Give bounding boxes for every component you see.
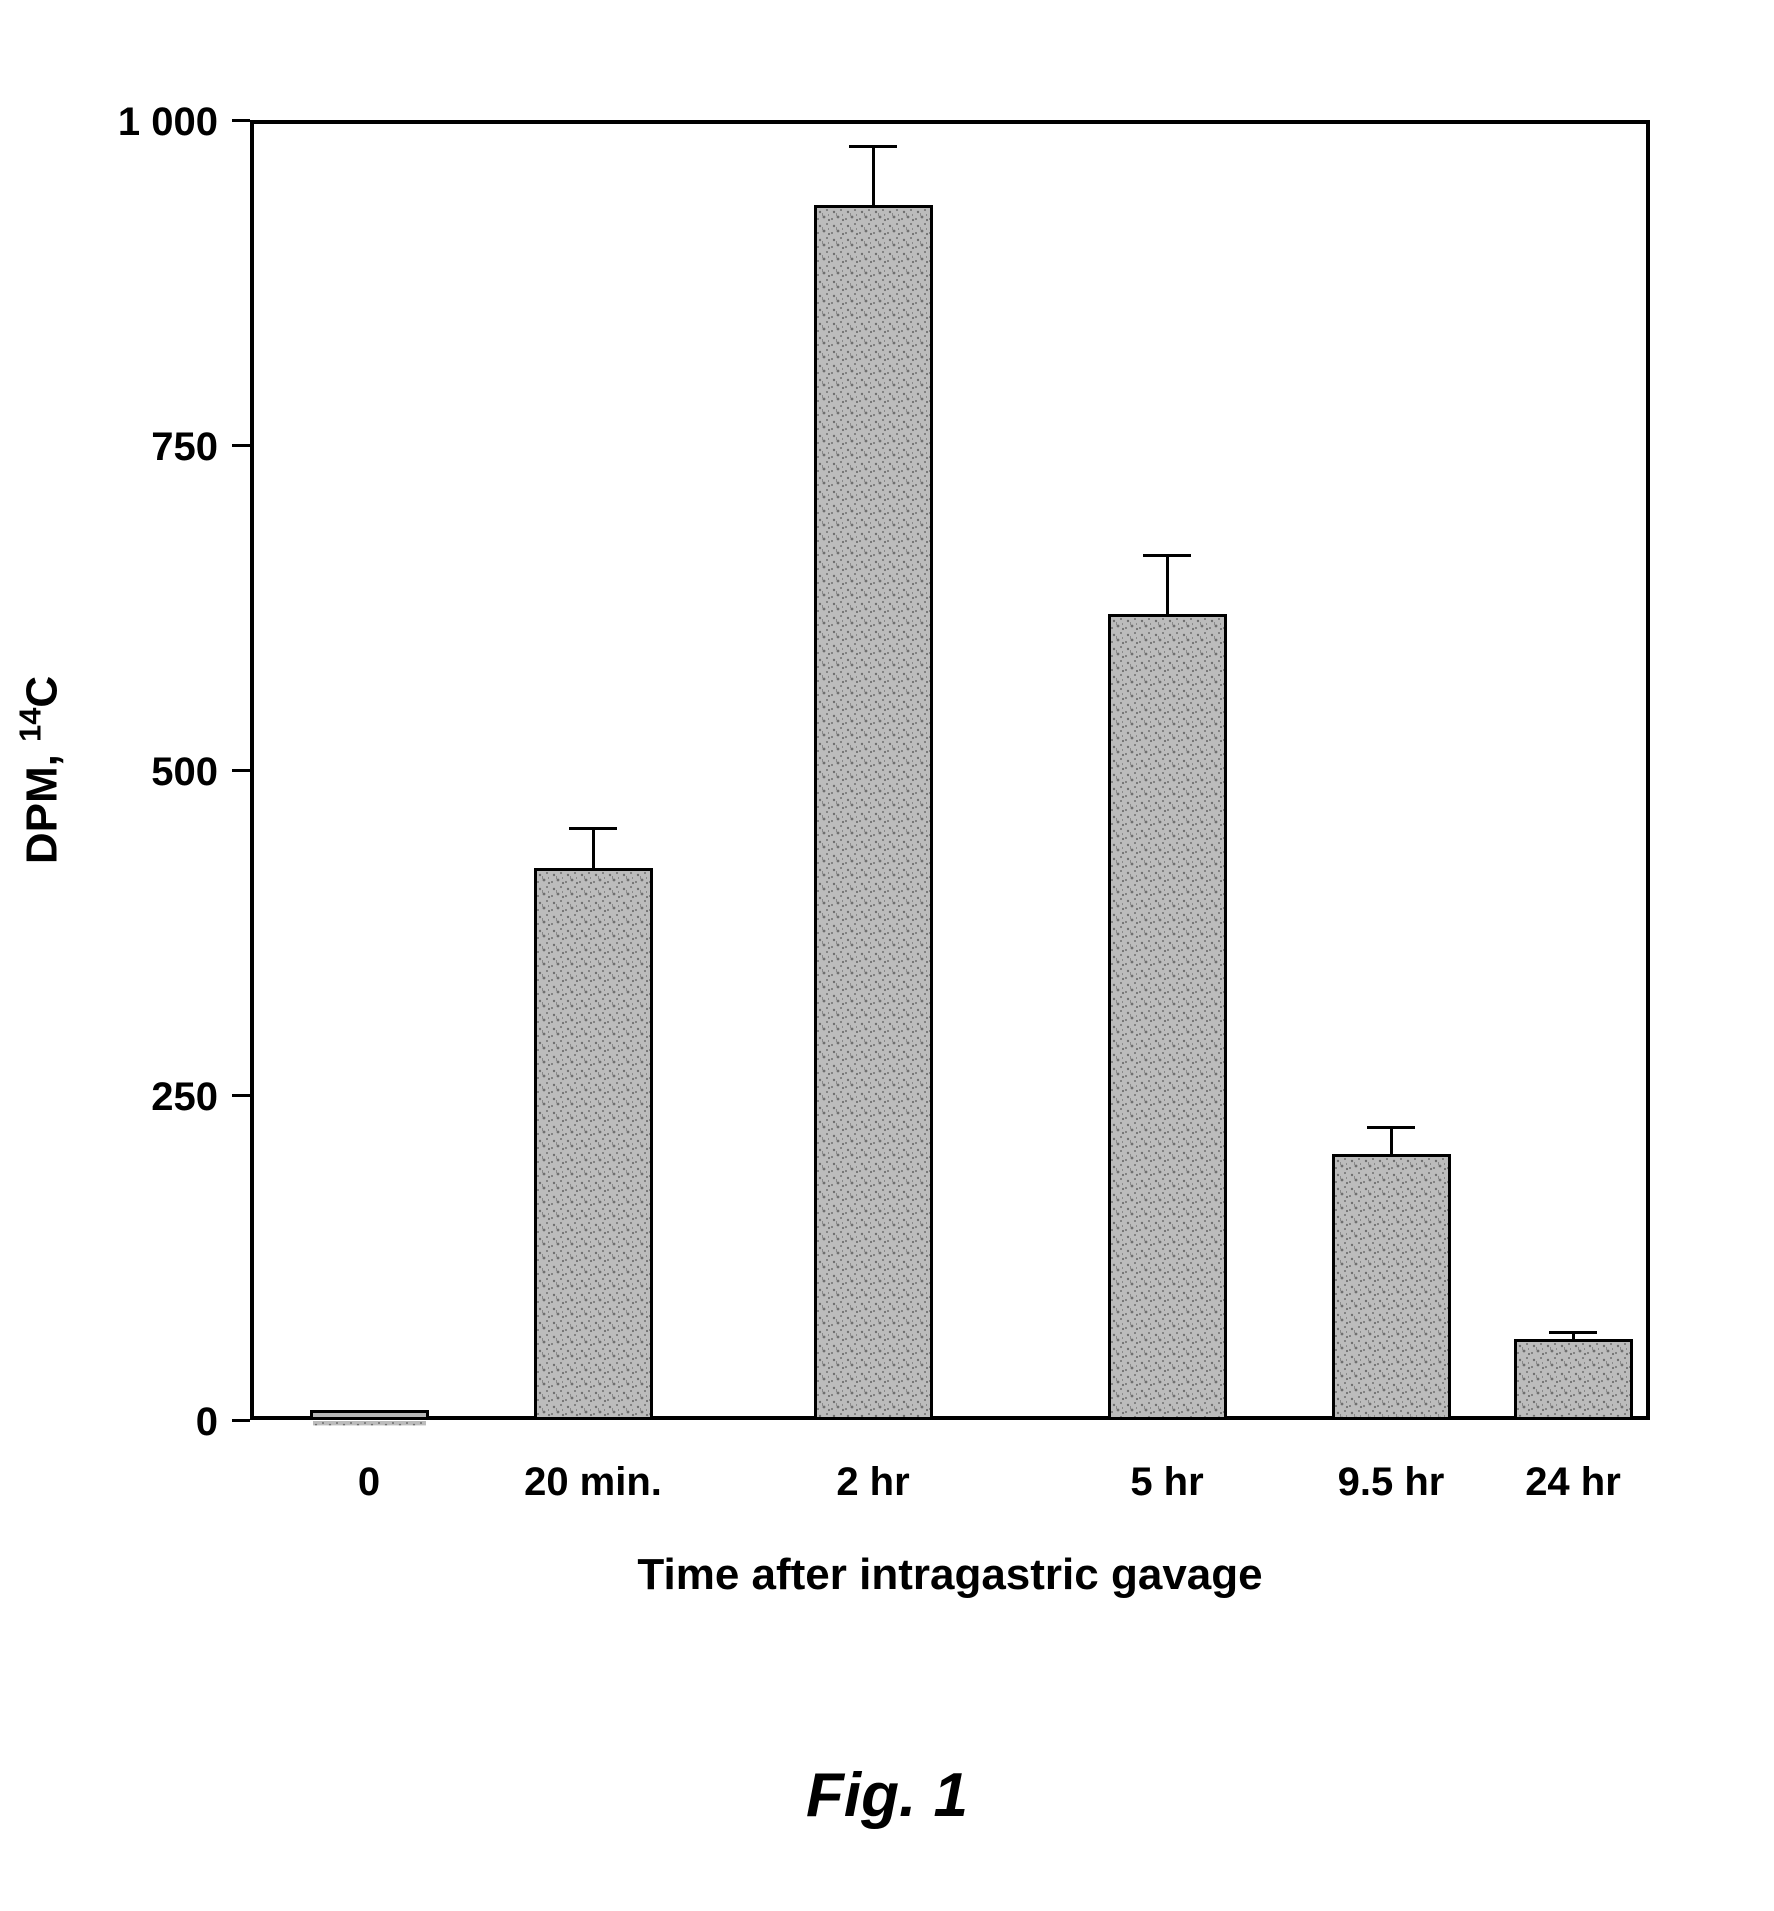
x-axis-label: Time after intragastric gavage — [637, 1550, 1262, 1600]
error-bar-stem — [592, 829, 595, 868]
figure-caption: Fig. 1 — [806, 1760, 968, 1831]
y-tick-mark — [232, 1094, 250, 1097]
error-bar-cap — [1143, 554, 1191, 557]
y-tick-label: 0 — [58, 1400, 218, 1445]
bar-texture — [817, 208, 930, 1418]
y-tick-mark — [232, 1419, 250, 1422]
chart-container: DPM, 14C 02505007501 000 020 min.2 hr5 h… — [70, 100, 1670, 1650]
y-tick-mark — [232, 444, 250, 447]
error-bar-cap — [849, 145, 897, 148]
y-tick-label: 1 000 — [58, 100, 218, 145]
bar — [1514, 1339, 1633, 1420]
x-tick-label: 0 — [249, 1460, 489, 1505]
y-tick-label: 500 — [58, 750, 218, 795]
x-tick-label: 24 hr — [1453, 1460, 1693, 1505]
y-tick-mark — [232, 119, 250, 122]
bar-texture — [537, 871, 650, 1418]
error-bar-cap — [1367, 1126, 1415, 1129]
bar — [1108, 614, 1227, 1420]
error-bar-stem — [872, 146, 875, 205]
page: DPM, 14C 02505007501 000 020 min.2 hr5 h… — [0, 0, 1774, 1911]
bar-texture — [313, 1421, 426, 1425]
x-tick-label: 2 hr — [753, 1460, 993, 1505]
y-tick-mark — [232, 769, 250, 772]
bar — [534, 868, 653, 1421]
bar — [814, 205, 933, 1421]
x-tick-label: 20 min. — [473, 1460, 713, 1505]
error-bar-stem — [1166, 556, 1169, 615]
bar — [310, 1410, 429, 1420]
y-tick-label: 750 — [58, 425, 218, 470]
bar-texture — [1517, 1342, 1630, 1417]
error-bar-stem — [1390, 1128, 1393, 1154]
error-bar-cap — [1549, 1331, 1597, 1334]
error-bar-cap — [569, 827, 617, 830]
y-tick-label: 250 — [58, 1075, 218, 1120]
x-tick-label: 5 hr — [1047, 1460, 1287, 1505]
bar-texture — [1111, 617, 1224, 1417]
bar — [1332, 1154, 1451, 1421]
bar-texture — [1335, 1157, 1448, 1418]
